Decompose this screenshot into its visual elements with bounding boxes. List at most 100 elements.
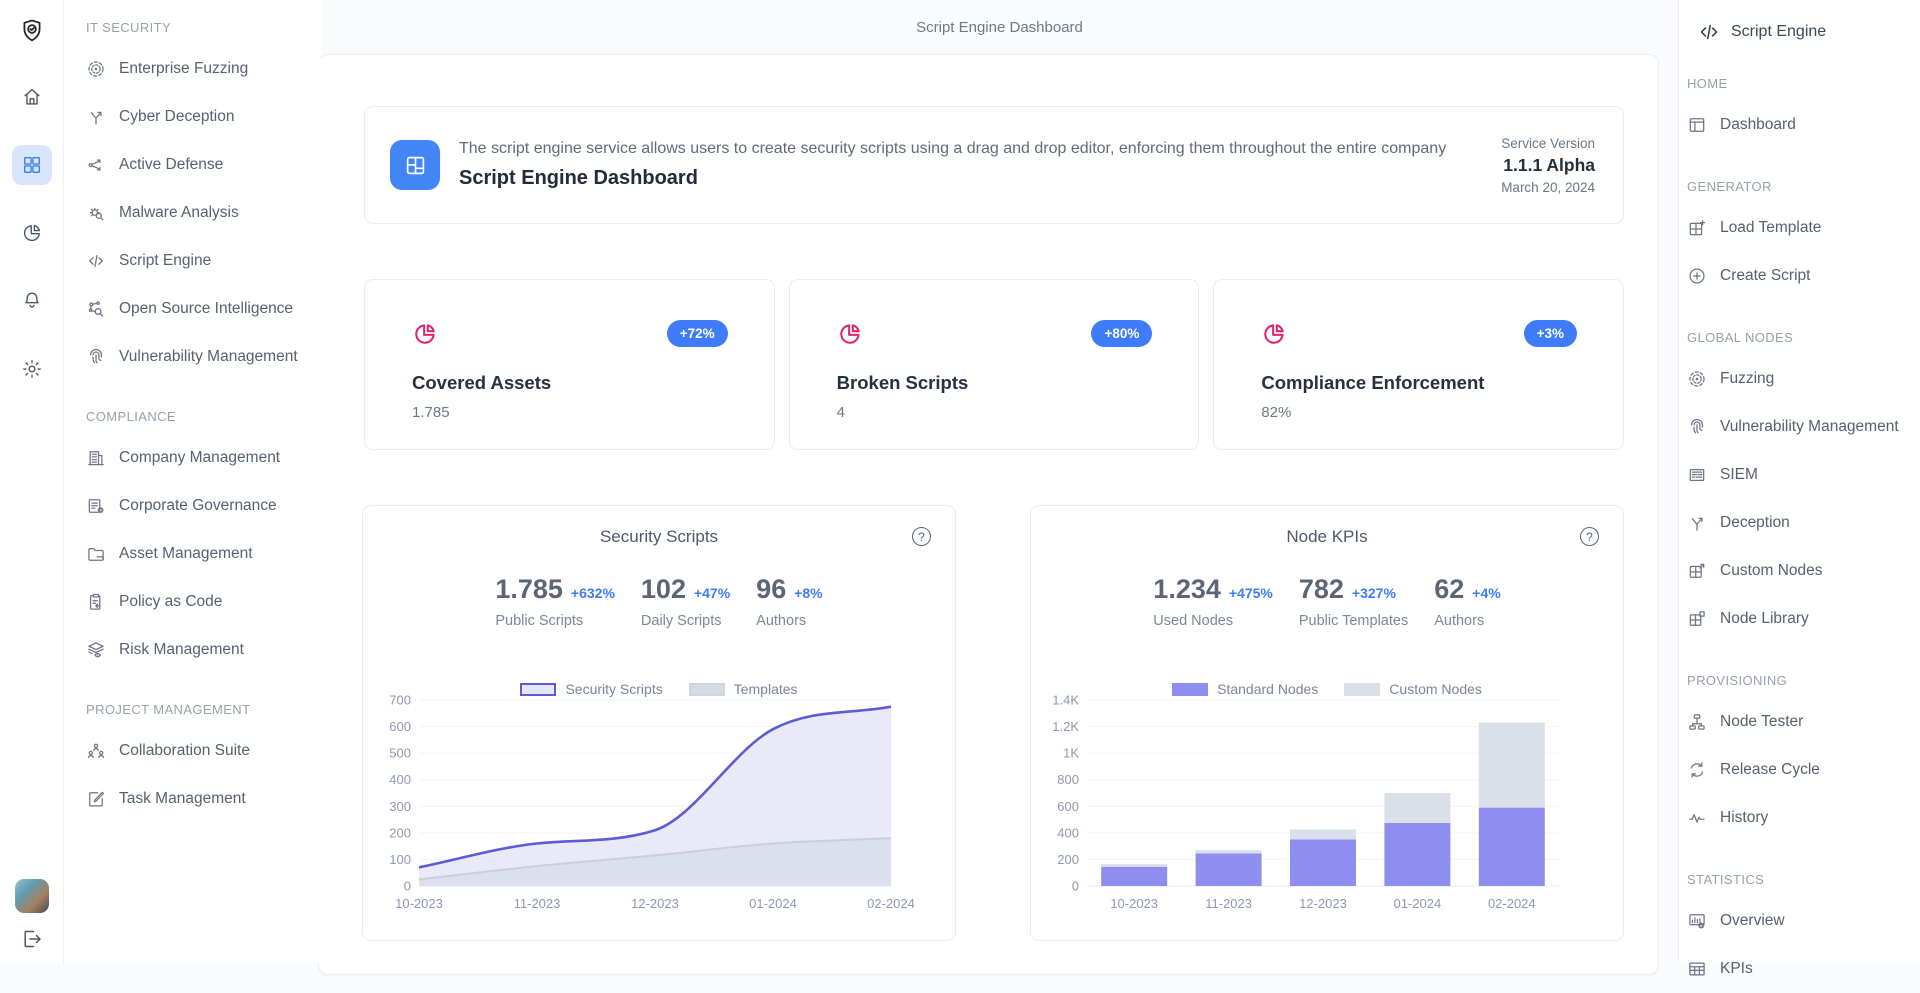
chart-metric: 782 +327% Public Templates [1299,574,1408,629]
nav-item-label: Custom Nodes [1720,562,1823,579]
nav-item-label: Release Cycle [1720,761,1820,778]
stat-cards-row: +72% Covered Assets 1.785 +80% Broken Sc… [364,279,1625,450]
help-icon[interactable]: ? [1580,527,1599,546]
nav-item-cyber-deception[interactable]: Cyber Deception [86,93,321,141]
metric-value: 96 [756,574,787,604]
svg-text:400: 400 [389,772,411,787]
nav-item-policy-as-code[interactable]: Policy as Code [86,578,321,626]
nav-item-open-source-intelligence[interactable]: Open Source Intelligence [86,285,321,333]
nav-item-label: Deception [1720,514,1790,531]
chart-title: Security Scripts [599,527,719,546]
nav-item-kpis[interactable]: KPIs [1687,945,1920,993]
nav-item-label: Load Template [1720,219,1822,236]
nav-item-risk-management[interactable]: Risk Management [86,626,321,674]
nav-item-vulnerability-management[interactable]: Vulnerability Management [1687,403,1920,451]
svg-text:10-2023: 10-2023 [1110,896,1158,911]
metric-label: Public Scripts [495,613,584,629]
nav-item-label: Policy as Code [119,593,223,610]
logout-icon[interactable] [20,927,44,951]
overview-icon [1687,911,1707,931]
nav-item-active-defense[interactable]: Active Defense [86,141,321,189]
nav-section-title: GLOBAL NODES [1687,330,1794,345]
stat-card-covered-assets: +72% Covered Assets 1.785 [364,279,775,450]
home-icon [21,86,43,108]
osint-icon [86,299,106,319]
nav-item-deception[interactable]: Deception [1687,499,1920,547]
charts-row: Security Scripts ? 1.785 +632% Public Scr… [362,505,1624,941]
nav-item-node-library[interactable]: Node Library [1687,595,1920,643]
svg-text:11-2023: 11-2023 [514,896,561,911]
rail-pie-button[interactable] [12,213,52,253]
rail-gear-button[interactable] [12,349,52,389]
nav-item-label: History [1720,809,1769,826]
nav-item-enterprise-fuzzing[interactable]: Enterprise Fuzzing [86,45,321,93]
svg-text:200: 200 [1057,852,1079,867]
nav-item-fuzzing[interactable]: Fuzzing [1687,355,1920,403]
svg-text:0: 0 [1072,879,1079,894]
legend-item: Custom Nodes [1344,681,1482,697]
nav-item-history[interactable]: History [1687,794,1920,842]
nav-item-script-engine[interactable]: Script Engine [86,237,321,285]
nav-item-label: Collaboration Suite [119,742,250,759]
nav-item-label: Vulnerability Management [1720,418,1899,435]
stat-title: Covered Assets [412,372,552,393]
deception-icon [86,107,106,127]
nav-item-label: Node Library [1720,610,1809,627]
nav-item-company-management[interactable]: Company Management [86,434,321,482]
stat-card-compliance-enforcement: +3% Compliance Enforcement 82% [1213,279,1625,450]
svg-text:0: 0 [404,879,411,894]
nav-item-load-template[interactable]: Load Template [1687,204,1920,252]
folder-icon [86,544,106,564]
nav-item-asset-management[interactable]: Asset Management [86,530,321,578]
stat-title: Broken Scripts [836,372,969,393]
svg-text:1K: 1K [1063,746,1079,761]
nav-item-collaboration-suite[interactable]: Collaboration Suite [86,727,321,775]
svg-text:1.2K: 1.2K [1052,719,1079,734]
nav-item-release-cycle[interactable]: Release Cycle [1687,746,1920,794]
svg-text:800: 800 [1057,772,1079,787]
legend-item: Templates [688,681,798,697]
nav-item-dashboard[interactable]: Dashboard [1687,101,1920,149]
legend-label: Templates [733,681,798,697]
nav-item-create-script[interactable]: Create Script [1687,252,1920,300]
left-sidebar: IT SECURITY Enterprise Fuzzing Cyber Dec… [64,0,321,963]
nav-item-label: Fuzzing [1720,370,1775,387]
user-avatar[interactable] [14,879,49,913]
nav-item-malware-analysis[interactable]: Malware Analysis [86,189,321,237]
rail-bell-button[interactable] [12,281,52,321]
metric-label: Authors [1434,613,1485,629]
chart-metric: 102 +47% Daily Scripts [641,574,730,629]
siem-icon [1687,465,1707,485]
grid-icon [21,154,43,176]
nav-item-custom-nodes[interactable]: Custom Nodes [1687,547,1920,595]
nav-item-corporate-governance[interactable]: Corporate Governance [86,482,321,530]
rail-grid-button[interactable] [11,145,52,185]
chart-metric: 1.234 +475% Used Nodes [1153,574,1273,629]
help-icon[interactable]: ? [912,527,931,546]
legend-swatch [688,682,725,696]
svg-text:02-2024: 02-2024 [867,896,915,911]
nav-section: PROVISIONING Node Tester Release Cycle H… [1687,673,1920,842]
nav-item-task-management[interactable]: Task Management [86,775,321,823]
metric-label: Used Nodes [1153,613,1234,629]
nav-item-vulnerability-management[interactable]: Vulnerability Management [86,333,321,381]
legend-label: Custom Nodes [1389,681,1482,697]
nav-item-label: Risk Management [119,641,244,658]
right-sidebar-header: Script Engine [1687,14,1920,44]
metric-value: 62 [1434,574,1465,604]
layers-icon [86,640,106,660]
legend-item: Security Scripts [520,681,663,697]
svg-text:400: 400 [1057,825,1079,840]
rail-home-button[interactable] [12,77,52,117]
nav-item-siem[interactable]: SIEM [1687,451,1920,499]
metric-change: +47% [693,585,731,601]
nav-item-label: Asset Management [119,545,253,562]
svg-text:02-2024: 02-2024 [1488,896,1536,911]
nav-item-node-tester[interactable]: Node Tester [1687,698,1920,746]
nav-section: PROJECT MANAGEMENT Collaboration Suite T… [86,702,321,823]
svg-text:100: 100 [389,852,411,867]
pie-icon [21,222,43,244]
nav-item-overview[interactable]: Overview [1687,897,1920,945]
content-card: The script engine service allows users t… [318,54,1659,975]
svg-text:10-2023: 10-2023 [395,896,443,911]
